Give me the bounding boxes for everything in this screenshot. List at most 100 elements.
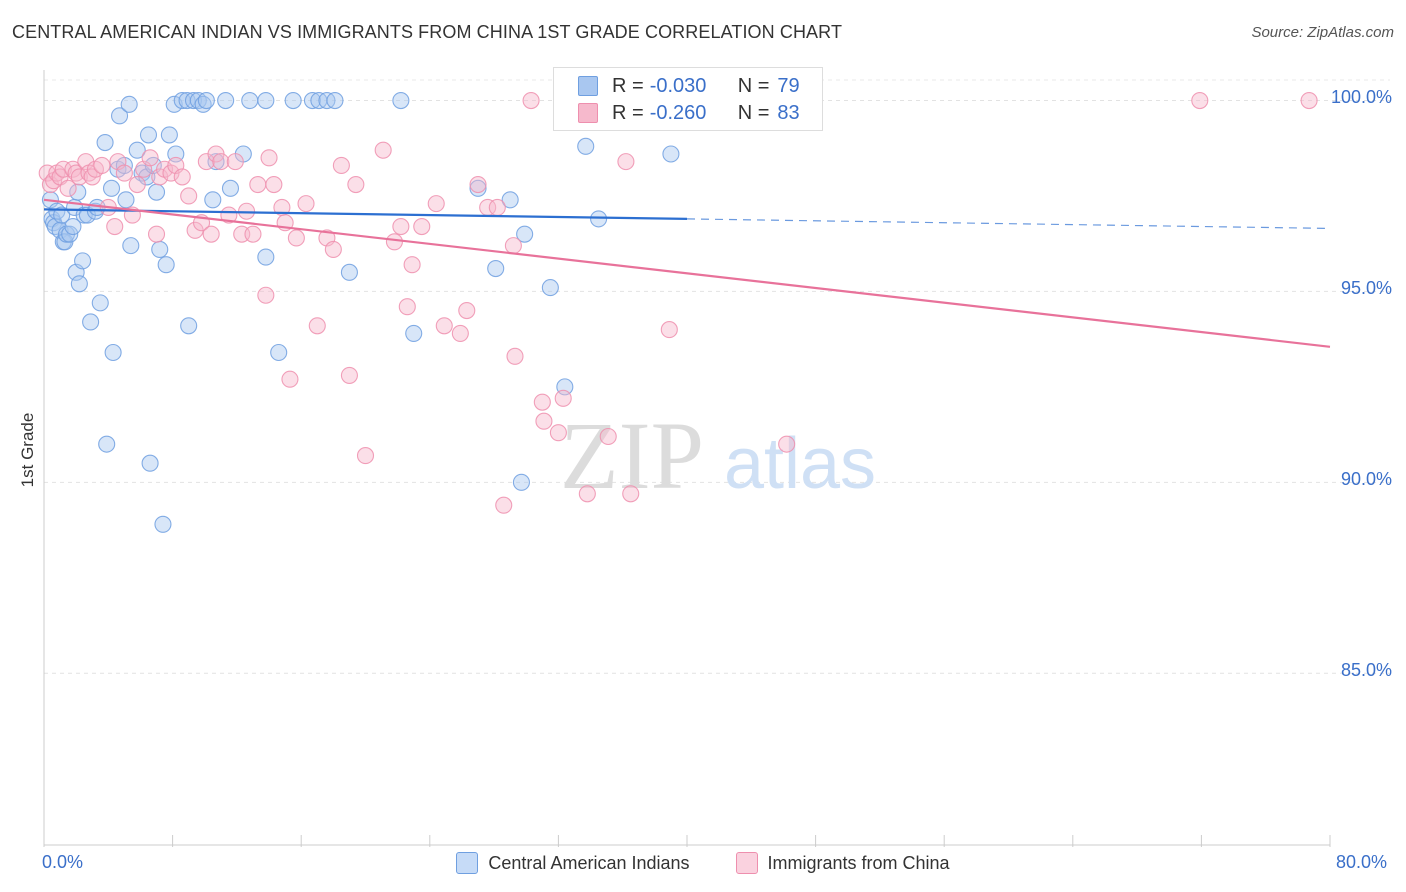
legend-n-value: 83 (777, 101, 800, 124)
point-immigrants-from-china (106, 217, 124, 236)
point-immigrants-from-china (59, 179, 77, 197)
series-legend-item-central-american-indians: Central American Indians (456, 852, 690, 874)
y-tick-label-85: 85.0% (1340, 660, 1392, 680)
legend-swatch-blue (578, 76, 598, 96)
point-central-american-indians (139, 126, 158, 144)
point-immigrants-from-china (115, 164, 133, 182)
point-immigrants-from-china (403, 256, 421, 274)
point-central-american-indians (501, 191, 519, 209)
trend-line-central-american-indians (43, 208, 688, 220)
point-immigrants-from-china (212, 153, 230, 171)
point-central-american-indians (662, 145, 680, 163)
x-tick-label-max: 80.0% (1336, 852, 1388, 872)
legend-n-label: N = (737, 74, 770, 97)
x-tick-label-min: 0.0% (42, 852, 84, 872)
point-central-american-indians (217, 91, 235, 110)
watermark: ZIP atlas (560, 402, 876, 509)
legend-r-value: -0.030 (649, 74, 707, 97)
legend-r-label: R = (612, 74, 644, 97)
point-central-american-indians (141, 454, 159, 472)
point-immigrants-from-china (435, 317, 453, 335)
point-central-american-indians (326, 91, 344, 110)
point-immigrants-from-china (265, 175, 283, 194)
point-central-american-indians (104, 343, 122, 362)
point-immigrants-from-china (535, 412, 553, 430)
point-immigrants-from-china (599, 427, 617, 446)
point-immigrants-from-china (522, 91, 540, 110)
point-immigrants-from-china (226, 153, 244, 171)
point-immigrants-from-china (488, 198, 506, 216)
point-immigrants-from-china (504, 237, 522, 255)
point-central-american-indians (221, 179, 240, 197)
point-immigrants-from-china (340, 366, 358, 384)
point-immigrants-from-china (427, 195, 445, 213)
chart-title: CENTRAL AMERICAN INDIAN VS IMMIGRANTS FR… (12, 22, 843, 42)
point-immigrants-from-china (495, 496, 513, 514)
series-legend-label: Central American Indians (488, 852, 690, 873)
point-central-american-indians (577, 137, 595, 155)
point-immigrants-from-china (374, 141, 392, 159)
legend-swatch-pink (578, 103, 598, 123)
legend-row-central-american-indians: R = -0.030 N = 79 (554, 73, 800, 99)
point-central-american-indians (69, 183, 87, 201)
trend-line-immigrants-from-china (43, 198, 1331, 348)
point-immigrants-from-china (458, 301, 476, 320)
point-immigrants-from-china (324, 240, 342, 258)
point-immigrants-from-china (281, 370, 299, 388)
point-immigrants-from-china (469, 175, 487, 194)
point-immigrants-from-china (244, 225, 262, 243)
series-swatch-pink (735, 852, 758, 874)
legend-row-immigrants-from-china: R = -0.260 N = 83 (554, 100, 800, 126)
point-central-american-indians (64, 217, 82, 236)
point-central-american-indians (405, 324, 423, 342)
point-central-american-indians (516, 225, 534, 243)
point-immigrants-from-china (413, 217, 431, 236)
point-immigrants-from-china (141, 149, 159, 167)
stats-legend: R = -0.030 N = 79 R = -0.260 N = 83 (553, 67, 823, 131)
point-immigrants-from-china (506, 347, 524, 365)
point-central-american-indians (284, 91, 302, 110)
watermark-zip: ZIP (560, 402, 704, 509)
point-central-american-indians (70, 275, 88, 293)
point-immigrants-from-china (93, 156, 111, 174)
axes (43, 70, 1331, 847)
point-central-american-indians (74, 252, 92, 270)
y-tick-label-90: 90.0% (1340, 469, 1392, 489)
point-immigrants-from-china (617, 153, 635, 171)
point-central-american-indians (165, 95, 183, 113)
point-immigrants-from-china (398, 298, 416, 316)
point-central-american-indians (160, 126, 178, 144)
gridlines (44, 79, 1390, 674)
point-central-american-indians (151, 240, 169, 258)
point-central-american-indians (111, 107, 129, 125)
point-central-american-indians (147, 183, 166, 201)
point-immigrants-from-china (249, 175, 267, 194)
point-immigrants-from-china (578, 485, 596, 503)
series-legend-item-immigrants-from-china: Immigrants from China (735, 852, 950, 874)
point-immigrants-from-china (128, 175, 146, 194)
point-immigrants-from-china (180, 187, 198, 205)
point-immigrants-from-china (70, 168, 88, 186)
point-central-american-indians (102, 179, 121, 197)
legend-r-label: R = (612, 101, 644, 124)
point-immigrants-from-china (356, 447, 375, 465)
point-central-american-indians (98, 435, 116, 453)
point-central-american-indians (487, 259, 505, 278)
point-central-american-indians (120, 95, 138, 113)
point-immigrants-from-china (332, 156, 350, 174)
point-central-american-indians (180, 317, 198, 335)
point-central-american-indians (257, 91, 275, 110)
point-central-american-indians (590, 210, 608, 228)
source-label: Source: ZipAtlas.com (1251, 24, 1394, 41)
point-immigrants-from-china (392, 217, 410, 236)
point-central-american-indians (204, 191, 222, 209)
point-central-american-indians (303, 91, 322, 110)
trend-lines (43, 198, 1331, 348)
point-immigrants-from-china (778, 435, 796, 453)
point-central-american-indians (154, 515, 172, 533)
point-immigrants-from-china (202, 225, 220, 243)
series-legend: Central American Indians Immigrants from… (0, 852, 1406, 874)
point-immigrants-from-china (347, 175, 365, 194)
point-immigrants-from-china (451, 324, 469, 342)
point-immigrants-from-china (1191, 91, 1209, 110)
